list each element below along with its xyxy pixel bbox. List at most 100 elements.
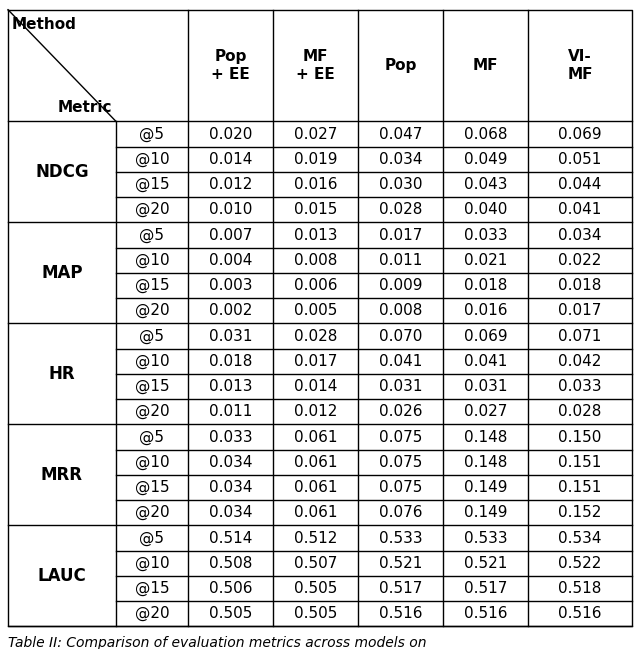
Text: 0.008: 0.008 (379, 303, 422, 318)
Text: MAP: MAP (41, 264, 83, 282)
Text: 0.027: 0.027 (294, 127, 337, 141)
Text: 0.034: 0.034 (209, 506, 252, 520)
Text: 0.505: 0.505 (294, 606, 337, 621)
Text: 0.033: 0.033 (464, 228, 508, 243)
Text: 0.505: 0.505 (294, 581, 337, 596)
Text: 0.152: 0.152 (558, 506, 602, 520)
Text: 0.512: 0.512 (294, 531, 337, 546)
Text: 0.076: 0.076 (379, 506, 422, 520)
Text: 0.022: 0.022 (558, 253, 602, 268)
Text: 0.042: 0.042 (558, 354, 602, 369)
Text: 0.005: 0.005 (294, 303, 337, 318)
Text: 0.505: 0.505 (209, 606, 252, 621)
Text: 0.013: 0.013 (209, 379, 252, 394)
Text: @5: @5 (140, 430, 164, 445)
Text: 0.071: 0.071 (558, 328, 602, 343)
Text: 0.014: 0.014 (294, 379, 337, 394)
Text: 0.533: 0.533 (464, 531, 508, 546)
Text: 0.034: 0.034 (209, 455, 252, 470)
Text: 0.028: 0.028 (294, 328, 337, 343)
Text: @15: @15 (134, 480, 170, 495)
Text: 0.014: 0.014 (209, 152, 252, 167)
Text: 0.151: 0.151 (558, 455, 602, 470)
Text: 0.044: 0.044 (558, 177, 602, 192)
Text: 0.016: 0.016 (464, 303, 508, 318)
Text: 0.075: 0.075 (379, 430, 422, 445)
Text: 0.034: 0.034 (379, 152, 422, 167)
Text: 0.012: 0.012 (294, 404, 337, 419)
Text: 0.516: 0.516 (379, 606, 422, 621)
Text: 0.008: 0.008 (294, 253, 337, 268)
Text: @15: @15 (134, 581, 170, 596)
Text: 0.017: 0.017 (294, 354, 337, 369)
Text: 0.011: 0.011 (209, 404, 252, 419)
Text: 0.069: 0.069 (558, 127, 602, 141)
Text: 0.028: 0.028 (558, 404, 602, 419)
Text: 0.040: 0.040 (464, 202, 507, 217)
Text: Table II: Comparison of evaluation metrics across models on: Table II: Comparison of evaluation metri… (8, 636, 426, 649)
Text: 0.004: 0.004 (209, 253, 252, 268)
Text: 0.517: 0.517 (464, 581, 507, 596)
Text: 0.033: 0.033 (558, 379, 602, 394)
Text: 0.061: 0.061 (294, 430, 337, 445)
Text: Pop: Pop (384, 58, 417, 73)
Text: 0.034: 0.034 (558, 228, 602, 243)
Text: @5: @5 (140, 328, 164, 344)
Text: LAUC: LAUC (38, 567, 86, 585)
Text: @15: @15 (134, 379, 170, 394)
Text: 0.070: 0.070 (379, 328, 422, 343)
Text: 0.061: 0.061 (294, 480, 337, 495)
Text: 0.012: 0.012 (209, 177, 252, 192)
Text: 0.533: 0.533 (379, 531, 422, 546)
Text: @20: @20 (134, 303, 170, 319)
Text: 0.043: 0.043 (464, 177, 508, 192)
Text: 0.516: 0.516 (464, 606, 508, 621)
Text: 0.047: 0.047 (379, 127, 422, 141)
Text: 0.049: 0.049 (464, 152, 508, 167)
Text: 0.017: 0.017 (558, 303, 602, 318)
Text: 0.506: 0.506 (209, 581, 252, 596)
Text: 0.069: 0.069 (464, 328, 508, 343)
Text: 0.061: 0.061 (294, 506, 337, 520)
Text: @20: @20 (134, 506, 170, 520)
Text: 0.521: 0.521 (379, 556, 422, 571)
Text: 0.148: 0.148 (464, 455, 507, 470)
Text: 0.015: 0.015 (294, 202, 337, 217)
Text: 0.017: 0.017 (379, 228, 422, 243)
Text: 0.009: 0.009 (379, 278, 422, 293)
Text: 0.034: 0.034 (209, 480, 252, 495)
Text: 0.518: 0.518 (558, 581, 602, 596)
Text: 0.507: 0.507 (294, 556, 337, 571)
Text: 0.013: 0.013 (294, 228, 337, 243)
Text: NDCG: NDCG (35, 163, 89, 181)
Text: @10: @10 (134, 556, 170, 571)
Text: 0.534: 0.534 (558, 531, 602, 546)
Text: 0.033: 0.033 (209, 430, 252, 445)
Text: 0.149: 0.149 (464, 480, 508, 495)
Text: 0.031: 0.031 (209, 328, 252, 343)
Text: 0.018: 0.018 (464, 278, 507, 293)
Text: @15: @15 (134, 278, 170, 293)
Text: 0.031: 0.031 (464, 379, 508, 394)
Text: 0.041: 0.041 (379, 354, 422, 369)
Text: 0.075: 0.075 (379, 480, 422, 495)
Text: 0.151: 0.151 (558, 480, 602, 495)
Text: 0.021: 0.021 (464, 253, 507, 268)
Text: @5: @5 (140, 127, 164, 141)
Text: 0.002: 0.002 (209, 303, 252, 318)
Text: @10: @10 (134, 354, 170, 369)
Text: 0.516: 0.516 (558, 606, 602, 621)
Text: 0.522: 0.522 (558, 556, 602, 571)
Text: 0.019: 0.019 (294, 152, 337, 167)
Text: 0.150: 0.150 (558, 430, 602, 445)
Text: 0.006: 0.006 (294, 278, 337, 293)
Text: 0.075: 0.075 (379, 455, 422, 470)
Text: MF: MF (473, 58, 499, 73)
Text: 0.148: 0.148 (464, 430, 507, 445)
Text: @10: @10 (134, 455, 170, 470)
Text: MF
+ EE: MF + EE (296, 49, 335, 82)
Text: 0.514: 0.514 (209, 531, 252, 546)
Text: MRR: MRR (41, 466, 83, 484)
Text: 0.521: 0.521 (464, 556, 507, 571)
Text: @10: @10 (134, 152, 170, 167)
